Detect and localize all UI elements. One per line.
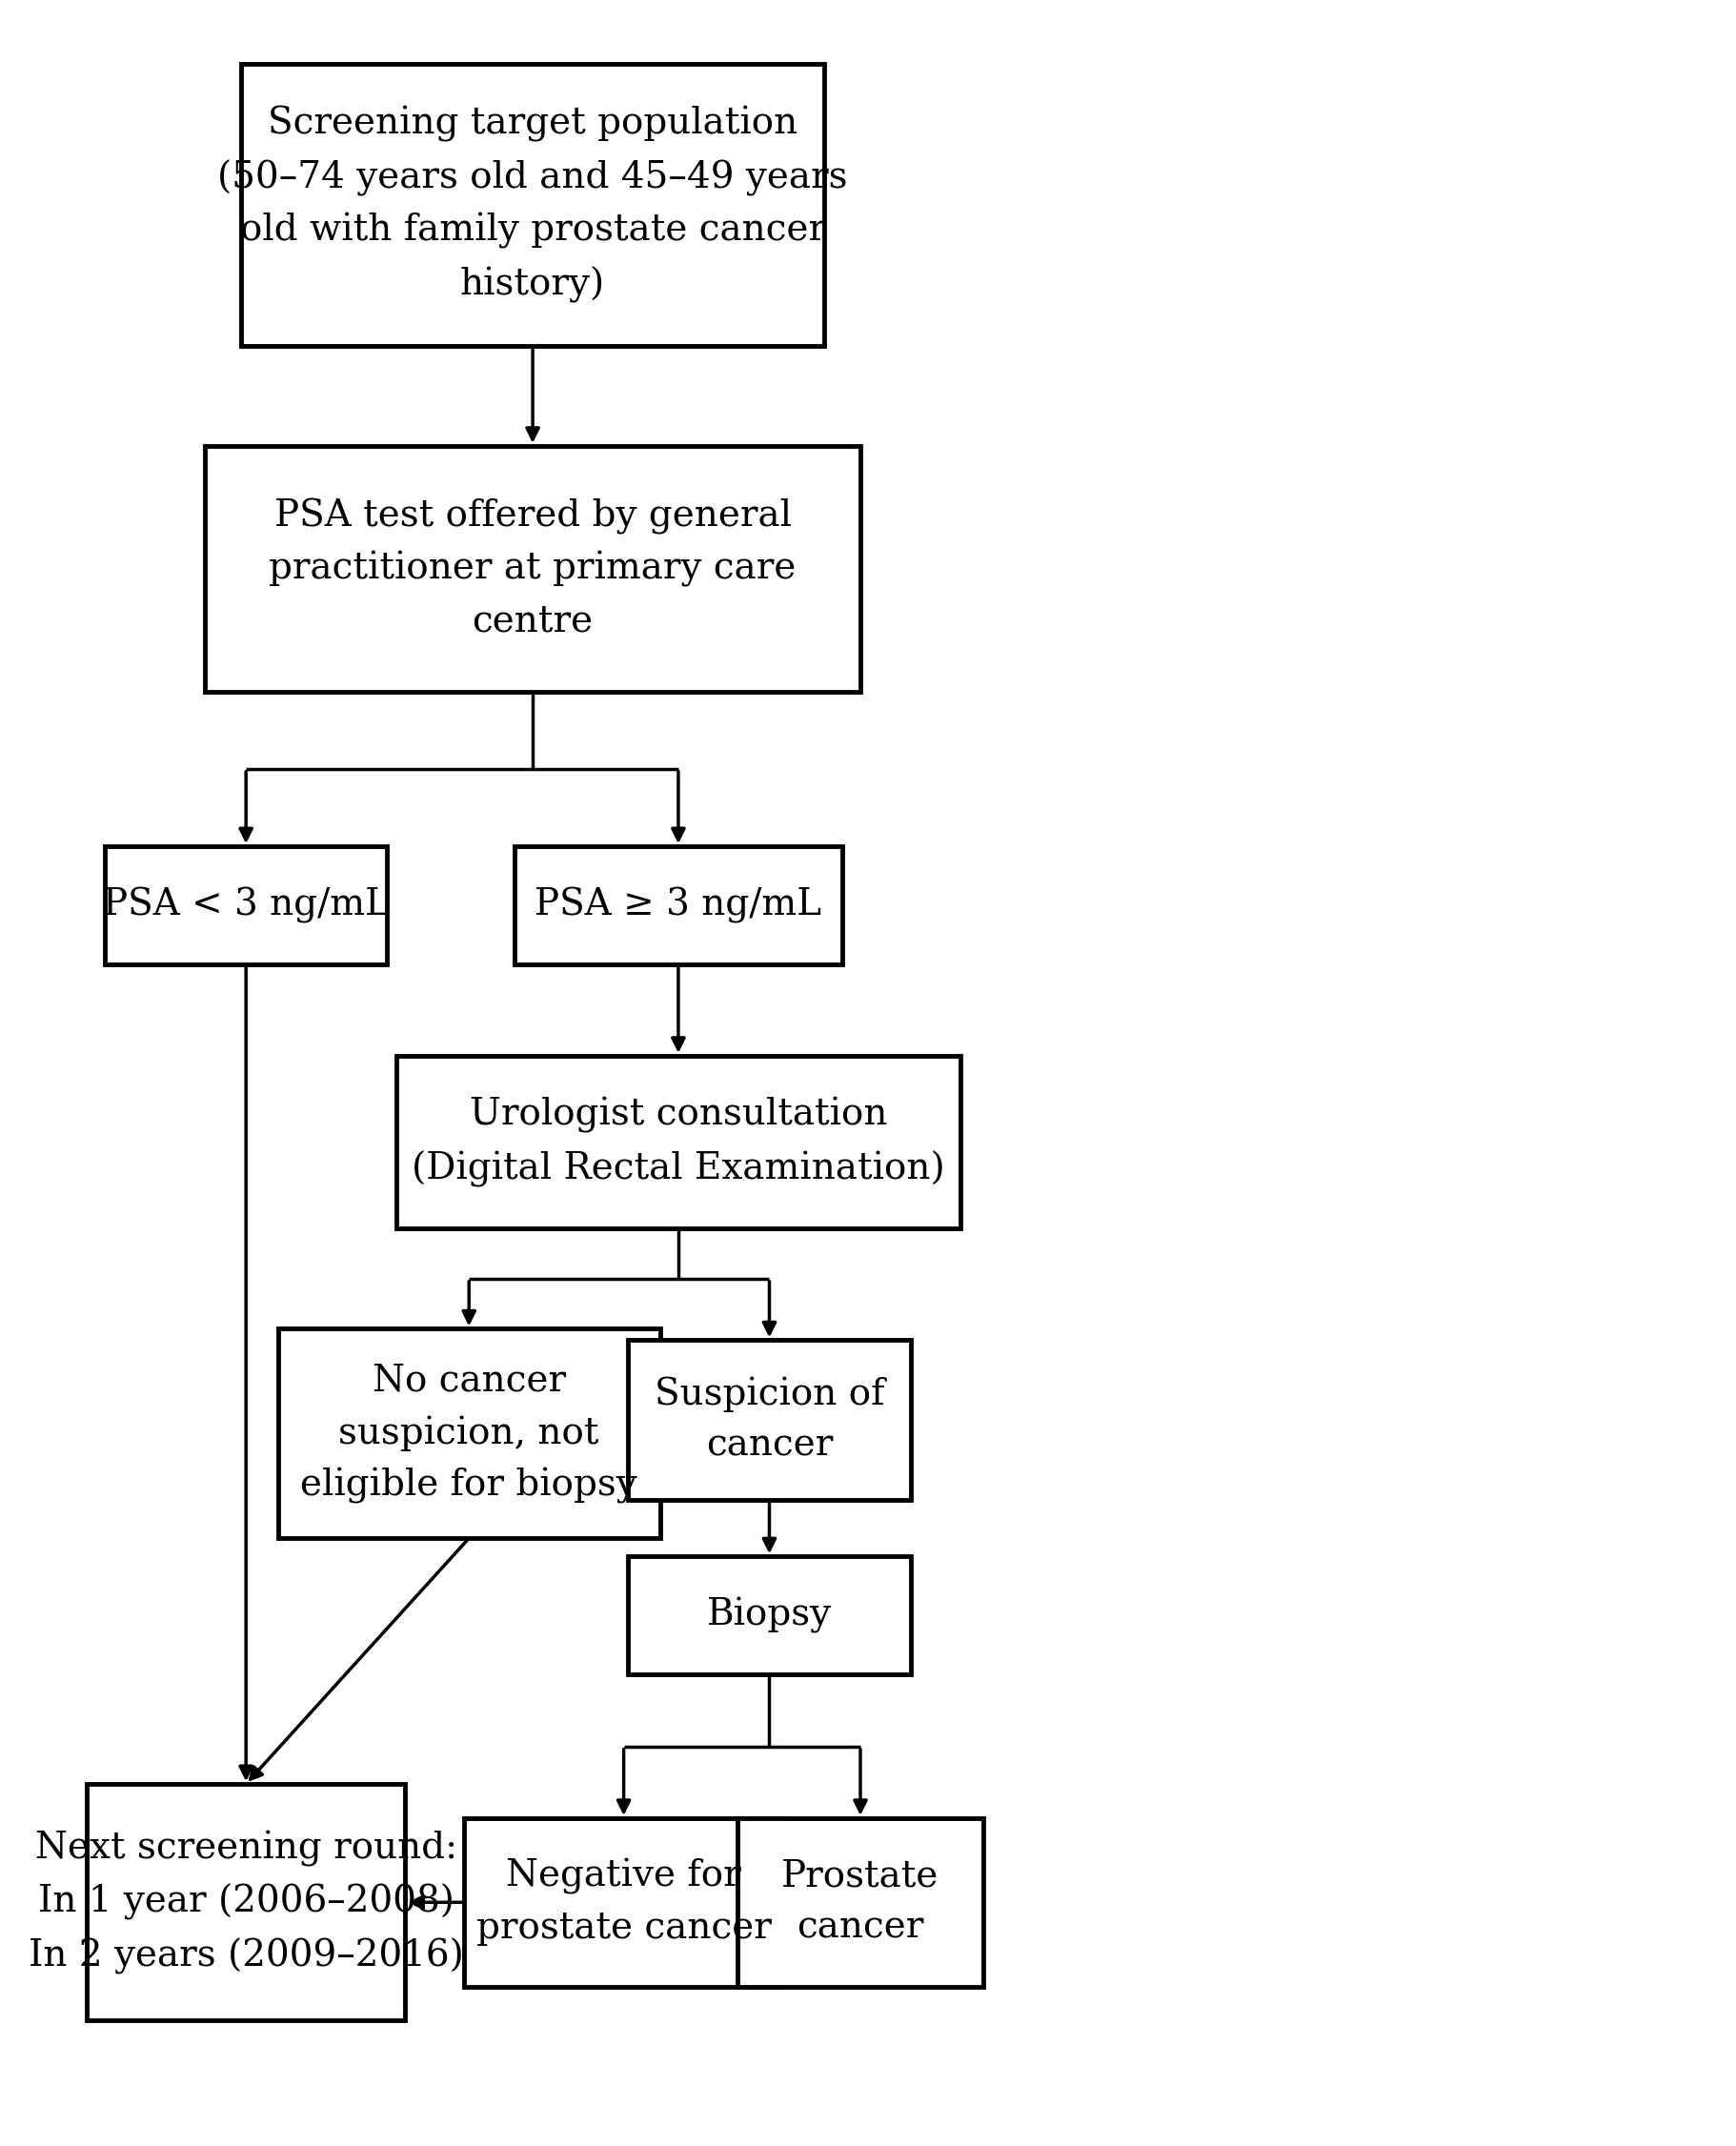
Text: Suspicion of
cancer: Suspicion of cancer: [654, 1376, 884, 1464]
Text: Urologist consultation
(Digital Rectal Examination): Urologist consultation (Digital Rectal E…: [411, 1097, 944, 1187]
Text: Next screening round:
In 1 year (2006–2008)
In 2 years (2009–2016): Next screening round: In 1 year (2006–20…: [28, 1831, 464, 1974]
Text: Biopsy: Biopsy: [707, 1597, 832, 1633]
Bar: [396, 1056, 960, 1230]
Text: PSA ≥ 3 ng/mL: PSA ≥ 3 ng/mL: [535, 888, 821, 923]
Text: PSA < 3 ng/mL: PSA < 3 ng/mL: [102, 888, 389, 923]
Bar: [628, 1556, 910, 1674]
Bar: [738, 1818, 983, 1987]
Bar: [87, 1783, 404, 2022]
Bar: [278, 1328, 660, 1539]
Bar: [104, 846, 387, 966]
Text: Screening target population
(50–74 years old and 45–49 years
old with family pro: Screening target population (50–74 years…: [217, 105, 847, 303]
Bar: [465, 1818, 783, 1987]
Text: Negative for
prostate cancer: Negative for prostate cancer: [476, 1858, 771, 1946]
Text: Prostate
cancer: Prostate cancer: [781, 1858, 939, 1946]
Text: No cancer
suspicion, not
eligible for biopsy: No cancer suspicion, not eligible for bi…: [300, 1363, 637, 1504]
Bar: [205, 446, 861, 691]
Bar: [241, 64, 825, 346]
Text: PSA test offered by general
practitioner at primary care
centre: PSA test offered by general practitioner…: [269, 498, 797, 640]
Bar: [514, 846, 842, 966]
Bar: [628, 1341, 910, 1500]
